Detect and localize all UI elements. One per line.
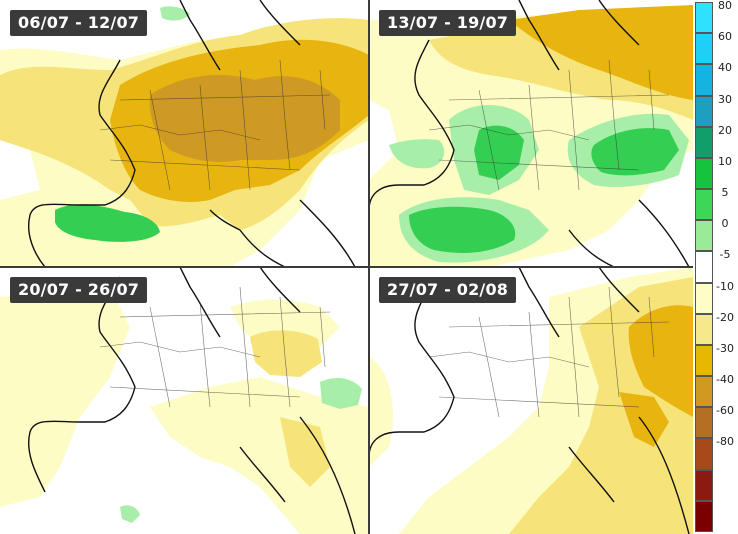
colorbar-label: -10: [716, 279, 734, 293]
colorbar-swatch: [695, 344, 713, 377]
anomaly-map-week2: [369, 0, 693, 267]
colorbar-label: -5: [719, 248, 731, 262]
region-borders: [99, 286, 331, 408]
shade-light-green: [160, 6, 190, 21]
colorbar-swatch: [695, 2, 713, 34]
shade-yellow: [250, 330, 330, 487]
shade-green: [409, 125, 679, 253]
panel-title: 27/07 - 02/08: [379, 277, 517, 303]
map-panel-week2: 13/07 - 19/07: [369, 0, 738, 267]
shade-green: [55, 204, 160, 242]
panel-title: 13/07 - 19/07: [379, 10, 517, 36]
map-panel-week4: 27/07 - 02/08: [369, 267, 738, 534]
colorbar-swatch: [695, 376, 713, 408]
colorbar-swatch: [695, 95, 713, 127]
coastline: [28, 267, 356, 534]
panel-title: 20/07 - 26/07: [10, 277, 148, 303]
panel-title: 06/07 - 12/07: [10, 10, 148, 36]
colorbar-legend: 80 60 40 30 20 10 5 0 -5 -10 -20 -30 -40 -60 -80: [693, 0, 738, 534]
colorbar-label: 20: [718, 123, 732, 137]
anomaly-map-week4: [369, 267, 693, 534]
map-panel-week3: 20/07 - 26/07: [0, 267, 369, 534]
panel-divider-horizontal: [0, 266, 693, 268]
colorbar-label: -40: [716, 373, 734, 387]
colorbar-label: 30: [718, 92, 732, 106]
colorbar-label: 40: [718, 61, 732, 75]
colorbar-label: -60: [716, 404, 734, 418]
shade-dark-gold: [149, 75, 340, 162]
colorbar-label: 10: [718, 154, 732, 168]
anomaly-map-week3: [0, 267, 369, 534]
colorbar-label: 80: [718, 0, 732, 12]
colorbar-swatch: [695, 251, 713, 283]
colorbar-label: -80: [716, 435, 734, 449]
colorbar-swatch: [695, 407, 713, 439]
map-panel-week1: 06/07 - 12/07: [0, 0, 369, 267]
colorbar-label: 60: [718, 30, 732, 44]
colorbar-label: 5: [721, 186, 729, 200]
colorbar-swatch: [695, 126, 713, 158]
colorbar-label: -20: [716, 310, 734, 324]
shade-gold: [619, 305, 693, 447]
region-borders: [99, 59, 331, 191]
shade-gold: [509, 5, 693, 100]
colorbar-swatch: [695, 189, 713, 221]
coastline: [369, 0, 690, 267]
colorbar-swatch: [695, 220, 713, 252]
colorbar-swatch: [695, 33, 713, 65]
region-borders: [428, 59, 670, 191]
colorbar-swatch: [695, 282, 713, 314]
colorbar-swatch: [695, 500, 713, 532]
colorbar-label: 0: [721, 217, 729, 231]
shade-light-green: [120, 377, 362, 523]
colorbar-label: -30: [716, 341, 734, 355]
colorbar-swatch: [695, 469, 713, 501]
coastline: [28, 0, 356, 267]
region-borders: [428, 286, 670, 418]
colorbar-swatch: [695, 64, 713, 96]
colorbar-swatch: [695, 438, 713, 470]
coastline: [369, 267, 690, 534]
anomaly-map-week1: [0, 0, 369, 267]
colorbar-swatch: [695, 313, 713, 345]
colorbar-swatch: [695, 157, 713, 190]
